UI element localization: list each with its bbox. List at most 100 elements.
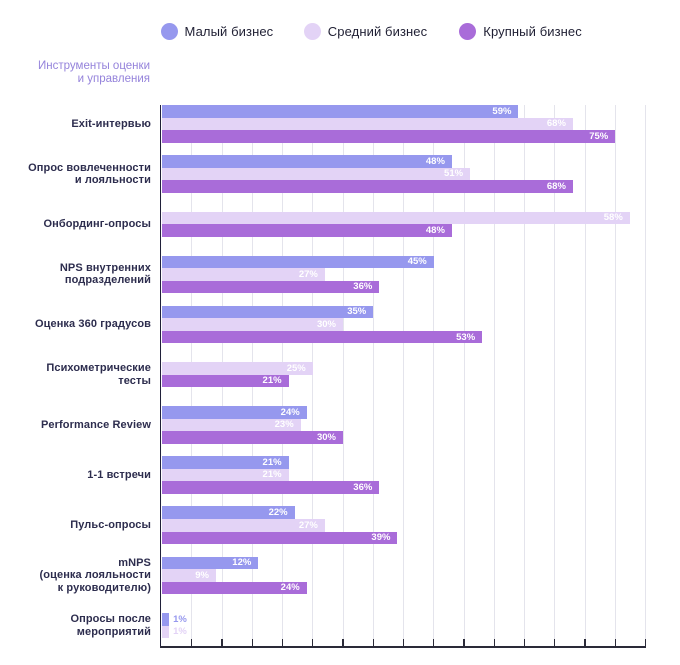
axis-tick <box>554 638 556 647</box>
axis-tick <box>493 638 495 647</box>
bar-value-label: 25% <box>286 362 306 374</box>
bar---s3 <box>161 180 573 193</box>
gridline <box>372 104 374 639</box>
y-axis-line <box>160 104 162 648</box>
bar-nps--s2 <box>161 268 325 281</box>
bar-value-label: 35% <box>347 306 367 318</box>
bar-value-label: 21% <box>262 469 282 481</box>
axis-tick <box>644 638 647 647</box>
bar-group-5 <box>0 305 680 344</box>
bar-group-8 <box>0 456 680 494</box>
bar-group-7 <box>0 406 680 444</box>
legend-item-1: Малый бизнес <box>160 23 274 40</box>
axis-tick <box>402 638 405 647</box>
bar---s2 <box>161 167 471 181</box>
bar-group-2 <box>0 155 680 193</box>
category-label: Онбординг-опросы <box>0 218 151 231</box>
category-label-line: Пульс-опросы <box>70 519 151 531</box>
bar-value-label: 21% <box>262 456 282 468</box>
legend-item-3: Крупный бизнес <box>459 23 582 40</box>
category-label-line: Exit-интервью <box>71 117 151 130</box>
bar-value-label: 58% <box>603 212 623 224</box>
axis-tick <box>191 638 193 647</box>
axis-tick <box>251 638 253 647</box>
bar-mnps--s1 <box>161 556 259 570</box>
bar-performance-review-s2 <box>161 418 301 432</box>
category-label-line: и лояльности <box>74 174 151 187</box>
gridline <box>342 104 344 639</box>
bar--360--s1 <box>161 305 374 319</box>
category-label-line: Онбординг-опросы <box>43 217 151 230</box>
bar-performance-review-s3 <box>161 431 343 444</box>
bar-value-label: 36% <box>353 281 373 293</box>
gridline <box>433 104 435 639</box>
bar-exit--s3 <box>161 130 616 143</box>
bar-value-label: 23% <box>274 419 294 431</box>
bar-value-label: 39% <box>371 532 391 544</box>
category-label: Оценка 360 градусов <box>0 318 151 331</box>
bar-exit--s2 <box>161 117 573 131</box>
gridline <box>312 104 314 639</box>
legend-swatch-circle <box>459 23 477 40</box>
bar-value-label: 48% <box>425 155 445 167</box>
bar-value-label: 12% <box>232 557 252 569</box>
bar-1-1--s2 <box>161 468 289 482</box>
category-label-line: Опрос вовлеченности <box>28 161 151 174</box>
bar-group-3 <box>0 211 680 237</box>
bar-value-label: 53% <box>456 331 476 343</box>
legend-swatch-circle <box>303 23 321 40</box>
bar-group-9 <box>0 506 680 545</box>
gridline <box>554 104 556 639</box>
bar-value-label: 24% <box>280 582 300 594</box>
bar-value-label: 59% <box>492 105 512 117</box>
bar-group-4 <box>0 255 680 294</box>
axis-tick <box>433 638 435 647</box>
bar-value-label: 48% <box>425 224 445 236</box>
bar-value-label: 1% <box>173 626 187 638</box>
bar-value-label: 30% <box>316 318 336 330</box>
bar--360--s3 <box>161 330 483 344</box>
category-label-line: тесты <box>118 374 151 387</box>
bar-value-label: 68% <box>546 118 566 130</box>
legend-item-2: Средний бизнес <box>303 23 427 40</box>
bar-1-1--s3 <box>161 481 380 494</box>
bar-group-6 <box>0 362 680 388</box>
bar---s3 <box>161 224 452 237</box>
bar-value-label: 30% <box>316 431 336 443</box>
bar-value-label: 75% <box>589 130 609 142</box>
category-label-line: Психометрические <box>46 362 151 375</box>
bar-mnps--s2 <box>161 569 216 582</box>
category-label-line: подразделений <box>64 274 151 287</box>
axis-tick <box>221 638 223 647</box>
bar-value-label: 68% <box>546 181 566 193</box>
bar-value-label: 36% <box>353 482 373 494</box>
category-label: Опрос вовлеченности и лояльности <box>0 162 151 187</box>
bar---s2 <box>161 518 325 532</box>
category-label-line: mNPS <box>118 556 151 569</box>
category-label-line: NPS внутренних <box>59 261 151 274</box>
legend-label: Крупный бизнес <box>483 24 582 39</box>
bar-value-label: 21% <box>262 375 282 387</box>
legend: Малый бизнес Средний бизнес Крупный бизнес <box>0 0 680 48</box>
axis-tick <box>372 638 374 647</box>
bar---s2 <box>161 211 630 225</box>
bar---s3 <box>161 531 398 545</box>
category-label: Опросы после мероприятий <box>0 613 151 638</box>
y-axis-caption: Инструменты оценки и управления <box>0 60 150 86</box>
bar-value-label: 24% <box>280 406 300 418</box>
bar---s1 <box>161 506 295 519</box>
axis-tick <box>342 638 344 647</box>
y-axis-caption-line2: и управления <box>77 73 150 85</box>
bar---s1 <box>161 613 170 626</box>
category-label-line: Performance Review <box>40 418 151 431</box>
bar-nps--s1 <box>161 255 434 269</box>
gridline <box>614 104 616 639</box>
bar-group-10 <box>0 556 680 595</box>
bar---s1 <box>161 155 452 168</box>
axis-tick <box>281 638 284 647</box>
axis-tick <box>614 638 616 647</box>
legend-label: Малый бизнес <box>184 24 274 39</box>
bar-mnps--s3 <box>161 581 307 595</box>
bar-nps--s3 <box>161 280 380 294</box>
